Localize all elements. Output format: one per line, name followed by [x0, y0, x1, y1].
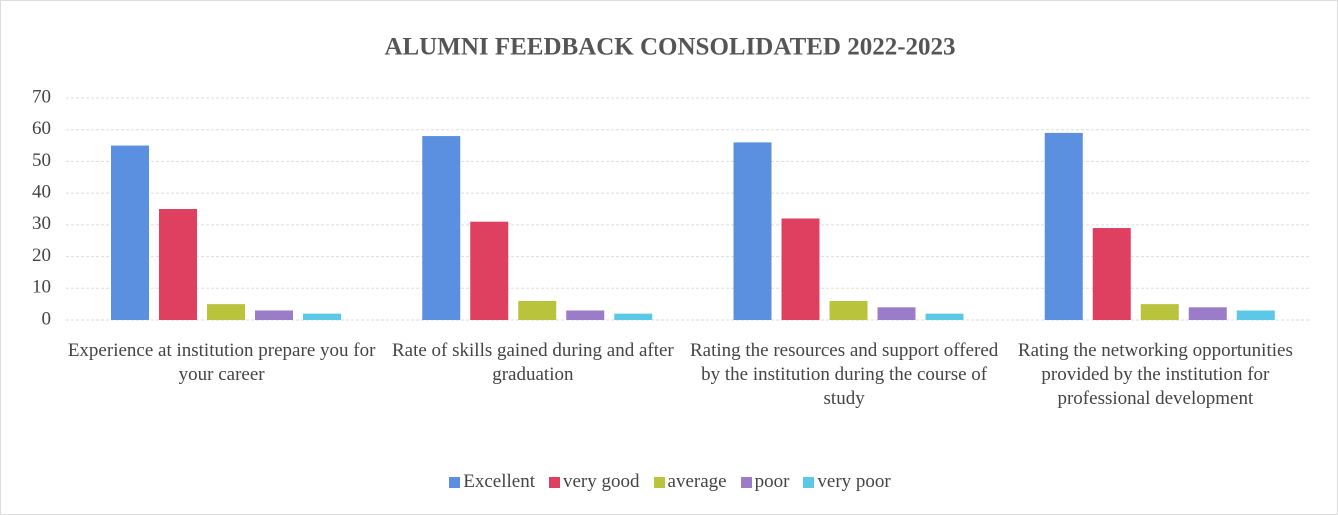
bar [111, 145, 149, 320]
y-tick-label: 30 [32, 213, 51, 234]
y-tick-label: 10 [32, 277, 51, 298]
bar [470, 221, 509, 320]
x-tick-label: Rate of skills gained during and after g… [391, 340, 674, 385]
legend-swatch [803, 476, 815, 488]
y-tick-label: 50 [32, 150, 51, 171]
bar [925, 313, 964, 320]
legend-swatch [449, 476, 461, 488]
bar [829, 300, 868, 320]
legend-item: Excellent [449, 471, 535, 493]
legend-swatch [653, 476, 665, 488]
legend-item: average [653, 471, 727, 493]
bar [1140, 304, 1179, 320]
legend-swatch [740, 476, 752, 488]
legend-swatch [549, 476, 560, 488]
legend-label: average [667, 471, 727, 492]
bar [781, 218, 820, 320]
bar [1092, 228, 1131, 320]
bar [207, 304, 245, 320]
legend-item: poor [740, 471, 790, 493]
legend-label: very poor [817, 471, 891, 492]
x-tick-label: Experience at institution prepare you fo… [67, 340, 376, 385]
bar [422, 136, 461, 320]
legend-label: poor [754, 471, 790, 492]
bar [1188, 307, 1227, 320]
legend-item: very good [549, 471, 640, 493]
bar [614, 313, 653, 320]
y-tick-label: 0 [42, 308, 52, 329]
bar [255, 310, 293, 320]
bar [303, 313, 341, 320]
bar [877, 307, 916, 320]
legend-item: very poor [803, 471, 891, 493]
x-tick-label: Rating the networking opportunities prov… [1017, 340, 1293, 409]
y-tick-label: 20 [32, 245, 51, 266]
y-tick-label: 40 [32, 182, 51, 203]
x-tick-label: Rating the resources and support offered… [689, 340, 999, 409]
legend-label: Excellent [463, 471, 535, 492]
bar [733, 142, 772, 320]
chart-title: ALUMNI FEEDBACK CONSOLIDATED 2022-2023 [384, 34, 955, 61]
bar [518, 300, 557, 320]
bar [159, 209, 197, 320]
legend: Excellent very good average poor very poor [1, 471, 1337, 493]
legend-label: very good [563, 471, 640, 492]
bar [1044, 132, 1083, 320]
y-tick-label: 60 [32, 118, 51, 139]
bar [566, 310, 605, 320]
bar [1236, 310, 1275, 320]
y-tick-label: 70 [32, 86, 51, 107]
